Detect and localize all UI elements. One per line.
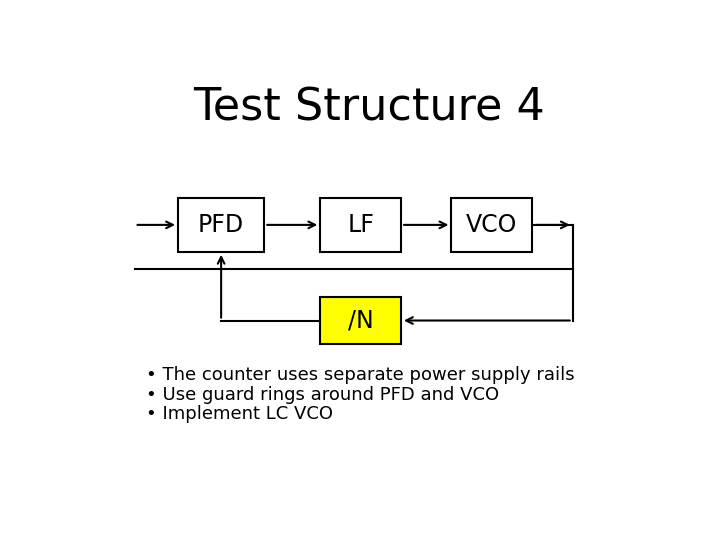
Bar (320, 296, 401, 345)
Text: • The counter uses separate power supply rails: • The counter uses separate power supply… (145, 366, 575, 383)
Text: VCO: VCO (466, 213, 518, 237)
Text: /N: /N (348, 308, 374, 333)
Text: LF: LF (347, 213, 374, 237)
Text: • Implement LC VCO: • Implement LC VCO (145, 406, 333, 423)
Text: Test Structure 4: Test Structure 4 (193, 87, 545, 130)
Bar (178, 198, 264, 252)
Text: • Use guard rings around PFD and VCO: • Use guard rings around PFD and VCO (145, 386, 499, 403)
Bar (451, 198, 532, 252)
Text: PFD: PFD (198, 213, 244, 237)
Bar (320, 198, 401, 252)
